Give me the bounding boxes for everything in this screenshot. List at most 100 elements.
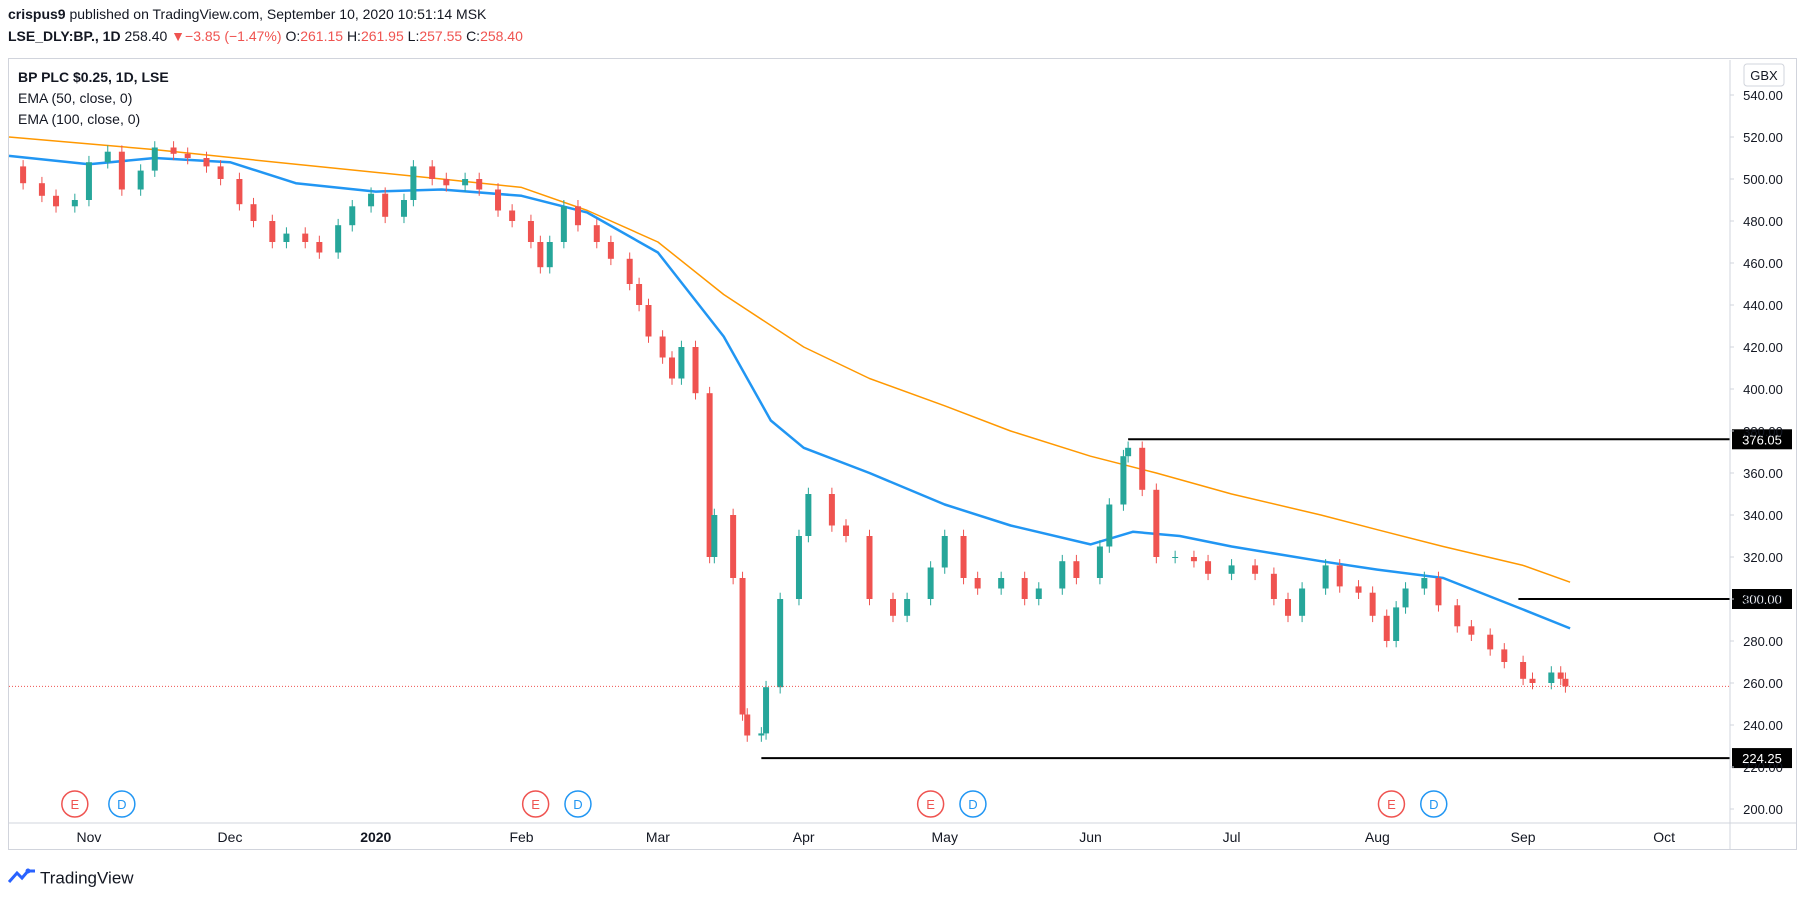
- candle: [1369, 586, 1376, 623]
- ema100-line: [8, 136, 1571, 583]
- earnings-marker[interactable]: E: [521, 790, 550, 818]
- price-tick-label: 380.00: [1743, 424, 1783, 439]
- tradingview-logo[interactable]: TradingView: [7, 868, 134, 889]
- candle-body: [217, 166, 224, 179]
- candle-body: [927, 567, 934, 599]
- candle: [866, 529, 873, 606]
- candle-body: [38, 183, 45, 196]
- candle: [1529, 672, 1536, 690]
- candle: [927, 561, 934, 606]
- candle: [1468, 620, 1475, 641]
- candle: [462, 172, 469, 192]
- low-label: L:: [407, 28, 420, 44]
- candle-body: [203, 158, 210, 167]
- dividend-marker[interactable]: D: [959, 790, 987, 818]
- currency-label: GBX: [1750, 68, 1778, 83]
- earnings-marker[interactable]: E: [916, 790, 945, 818]
- candle-body: [71, 200, 78, 207]
- candle-body: [335, 225, 342, 253]
- candle: [574, 200, 581, 232]
- price-tick-label: 480.00: [1743, 214, 1783, 229]
- candle: [368, 187, 375, 213]
- candle: [1153, 483, 1160, 564]
- candle-body: [400, 200, 407, 217]
- candle: [184, 147, 191, 165]
- earnings-marker[interactable]: E: [61, 790, 89, 818]
- candle-body: [1454, 605, 1461, 627]
- candle: [250, 197, 257, 228]
- price-tick-label: 460.00: [1743, 256, 1783, 271]
- level-label: 376.05: [1742, 432, 1782, 447]
- tradingview-logo-icon: [7, 868, 36, 889]
- candle: [302, 227, 309, 249]
- candle: [104, 145, 111, 169]
- candle: [1252, 559, 1259, 581]
- candle: [269, 214, 276, 249]
- candle: [38, 176, 45, 203]
- candle-body: [1435, 578, 1442, 606]
- dividend-marker[interactable]: D: [1420, 790, 1448, 818]
- candle: [1562, 672, 1569, 693]
- candle-body: [1035, 588, 1042, 599]
- dividend-marker[interactable]: D: [108, 790, 136, 818]
- candle: [400, 193, 407, 224]
- candle: [1299, 582, 1306, 623]
- marker-circle: [564, 790, 592, 818]
- ema50-line: [8, 154, 1571, 630]
- candle-body: [527, 221, 534, 242]
- candle-body: [1487, 634, 1494, 650]
- candle-body: [659, 336, 666, 358]
- candle-body: [1468, 626, 1475, 635]
- candle: [636, 277, 643, 312]
- candle: [316, 235, 323, 259]
- candle: [349, 200, 356, 232]
- candle-body: [645, 305, 652, 337]
- legend-ema100[interactable]: EMA (100, close, 0): [18, 111, 140, 127]
- candle-body: [151, 147, 158, 171]
- level-label: 224.25: [1742, 751, 1782, 766]
- candle: [626, 252, 633, 291]
- candle-body: [1059, 561, 1066, 589]
- candle: [706, 386, 713, 564]
- time-tick-label: Dec: [218, 829, 243, 845]
- price-tick-label: 400.00: [1743, 382, 1783, 397]
- candle: [335, 218, 342, 259]
- candle: [941, 529, 948, 574]
- earnings-marker[interactable]: E: [1377, 790, 1406, 818]
- candle: [744, 708, 751, 742]
- candle: [509, 204, 516, 228]
- candle: [236, 172, 243, 211]
- candle-body: [904, 599, 911, 616]
- candle-body: [53, 195, 60, 207]
- candle: [170, 141, 177, 161]
- candle: [645, 298, 652, 343]
- marker-circle: [959, 790, 987, 818]
- candle: [805, 487, 812, 543]
- candle: [53, 189, 60, 213]
- candle-body: [236, 179, 243, 205]
- candle-body: [104, 151, 111, 163]
- dividend-marker[interactable]: D: [564, 790, 592, 818]
- marker-label: D: [968, 797, 977, 812]
- marker-label: D: [573, 797, 582, 812]
- candle-body: [1520, 662, 1527, 679]
- author-name[interactable]: crispus9: [8, 6, 66, 22]
- candle: [429, 160, 436, 186]
- candle-body: [537, 242, 544, 268]
- candle-body: [1562, 678, 1569, 687]
- brand-name: TradingView: [40, 868, 134, 888]
- currency-button[interactable]: GBX: [1743, 63, 1785, 87]
- candle-body: [941, 536, 948, 568]
- candle: [1454, 599, 1461, 633]
- level-label: 300.00: [1742, 592, 1782, 607]
- candle-body: [730, 515, 737, 578]
- low-value: 257.55: [419, 28, 463, 44]
- candle-body: [1322, 565, 1329, 589]
- legend-ema50[interactable]: EMA (50, close, 0): [18, 90, 132, 106]
- candle-body: [1125, 447, 1132, 457]
- candle: [443, 172, 450, 192]
- candle: [1284, 592, 1291, 623]
- marker-label: D: [1429, 797, 1438, 812]
- candle: [217, 160, 224, 186]
